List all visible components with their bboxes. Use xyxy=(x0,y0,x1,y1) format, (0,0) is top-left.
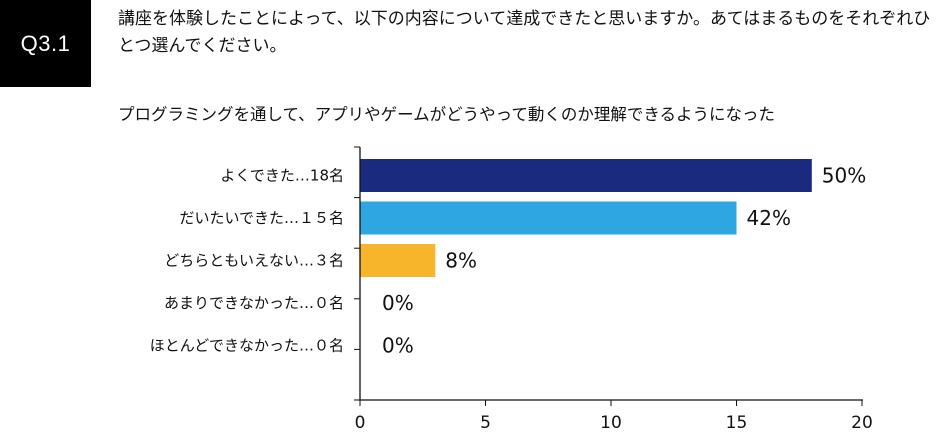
bar xyxy=(360,159,812,192)
x-tick-label: 10 xyxy=(600,413,622,433)
bar xyxy=(360,201,737,235)
data-label: 0% xyxy=(382,334,414,358)
question-number: Q3.1 xyxy=(20,30,71,56)
data-label: 50% xyxy=(822,164,866,188)
category-label: どちらともいえない…３名 xyxy=(164,252,344,270)
x-tick-label: 20 xyxy=(851,413,873,433)
question-text: 講座を体験したことによって、以下の内容について達成できたと思いますか。あてはまる… xyxy=(118,9,931,56)
x-tick-label: 0 xyxy=(355,413,366,433)
category-label: ほとんどできなかった…０名 xyxy=(150,337,344,355)
data-label: 8% xyxy=(445,249,477,273)
question-number-badge: Q3.1 xyxy=(0,0,91,87)
bar xyxy=(360,244,436,277)
category-label: よくできた…18名 xyxy=(220,167,344,185)
category-label: あまりできなかった…０名 xyxy=(164,294,344,312)
x-tick-label: 5 xyxy=(480,413,491,433)
data-label: 42% xyxy=(747,206,791,230)
data-label: 0% xyxy=(382,291,414,315)
x-tick-label: 15 xyxy=(726,413,748,433)
category-label: だいたいできた…１５名 xyxy=(179,209,344,227)
chart-title: プログラミングを通して、アプリやゲームがどうやって動くのか理解できるようになった xyxy=(118,105,776,124)
